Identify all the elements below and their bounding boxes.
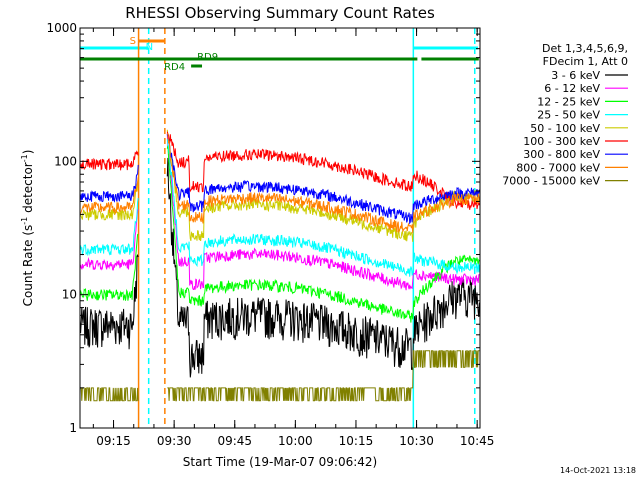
series-line-1-0	[79, 209, 139, 271]
series-layer	[79, 129, 480, 402]
legend-label: 25 - 50 keV	[537, 109, 600, 122]
x-tick-label: 10:15	[339, 434, 374, 448]
x-axis-ticks: 09:15 09:30 09:45 10:00 10:15 10:30 10:45	[92, 28, 495, 448]
series-line-6-1	[166, 134, 480, 225]
y-tick-label: 10	[62, 288, 77, 302]
series-line-2-0	[79, 233, 139, 301]
chart-title: RHESSI Observing Summary Count Rates	[125, 4, 435, 22]
x-tick-label: 09:45	[217, 434, 252, 448]
x-tick-label: 09:30	[157, 434, 192, 448]
series-line-0-0	[79, 254, 139, 350]
y-tick-label: 100	[54, 154, 77, 168]
x-tick-label: 10:00	[278, 434, 313, 448]
annotation-rd4: RD4	[164, 62, 185, 73]
y-axis-label-main: Count Rate (s	[21, 225, 35, 307]
axes	[79, 27, 481, 429]
legend-label: 100 - 300 keV	[523, 135, 600, 148]
annotation-n: N	[146, 42, 153, 53]
y-axis-label-sup1: -1	[20, 217, 29, 225]
footer-timestamp: 14-Oct-2021 13:18	[560, 466, 636, 475]
plot-area	[80, 28, 480, 428]
y-tick-label: 1000	[46, 21, 77, 35]
legend-label: 7000 - 15000 keV	[502, 175, 600, 188]
series-line-3-0	[79, 198, 139, 257]
series-line-7-1	[167, 133, 480, 234]
series-line-6-0	[79, 164, 139, 203]
legend-label: 12 - 25 keV	[537, 95, 600, 108]
x-tick-label: 10:30	[399, 434, 434, 448]
x-tick-label: 10:45	[460, 434, 495, 448]
annotation-s: S	[130, 36, 136, 47]
y-tick-label: 1	[69, 421, 77, 435]
legend-label: 6 - 12 keV	[544, 82, 600, 95]
series-line-8-0	[80, 387, 139, 402]
plot-background	[80, 28, 480, 428]
series-line-7-0	[79, 177, 139, 216]
series-line-3-1	[166, 139, 480, 277]
legend-label: 3 - 6 keV	[551, 69, 600, 82]
legend: Det 1,3,4,5,6,9,FDecim 1, Att 03 - 6 keV…	[502, 42, 628, 188]
legend-label: 50 - 100 keV	[530, 122, 600, 135]
legend-label: 800 - 7000 keV	[516, 161, 600, 174]
series-line-0-1	[166, 157, 480, 378]
series-line-4-0	[79, 178, 139, 221]
series-line-1-1	[166, 133, 480, 291]
x-axis-label: Start Time (19-Mar-07 09:06:42)	[183, 455, 377, 469]
series-line-2-1	[166, 145, 480, 323]
y-axis-label: Count Rate (s-1 detector-1)	[20, 150, 35, 307]
legend-header-line: Det 1,3,4,5,6,9,	[542, 42, 628, 55]
y-axis-ticks: 1 10 100 1000	[46, 21, 480, 435]
series-line-5-1	[166, 131, 480, 210]
series-line-5-0	[79, 150, 139, 171]
y-axis-label-sup2: -1	[20, 154, 29, 162]
annotation-rd9: RD9	[197, 52, 218, 63]
y-axis-label-end: )	[21, 150, 35, 155]
legend-label: 300 - 800 keV	[523, 148, 600, 161]
legend-header-line: FDecim 1, Att 0	[543, 55, 628, 68]
plot-frame	[79, 27, 481, 429]
y-axis-label-mid: detector	[21, 162, 35, 217]
series-line-8-1	[167, 350, 480, 402]
x-tick-label: 09:15	[96, 434, 131, 448]
